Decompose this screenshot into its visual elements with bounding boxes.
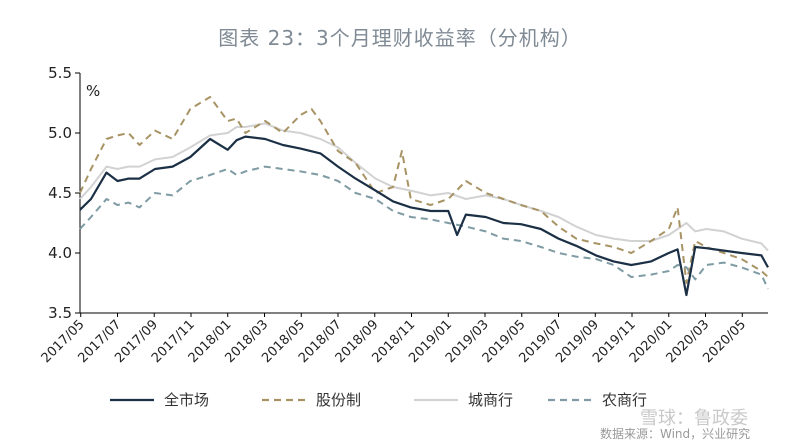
legend-label-1: 股份制 — [316, 391, 361, 409]
legend: 全市场 股份制 城商行 农商行 — [110, 391, 647, 409]
y-tick-label: 3.5 — [48, 304, 72, 322]
y-axis: 3.5 4.0 4.5 5.0 5.5 — [48, 64, 81, 322]
series-line-1 — [79, 96, 769, 284]
legend-label-2: 城商行 — [468, 391, 513, 409]
series-line-2 — [79, 122, 769, 252]
y-tick-label: 4.5 — [48, 184, 72, 202]
y-tick-label: 4.0 — [48, 244, 72, 262]
y-tick-label: 5.0 — [48, 124, 72, 142]
chart-title: 图表 23：3个月理财收益率（分机构） — [218, 26, 582, 50]
y-tick-label: 5.5 — [48, 64, 72, 82]
series-layer — [79, 96, 769, 297]
legend-label-0: 全市场 — [164, 391, 209, 409]
watermark-text: 雪球：鲁政委 — [640, 408, 748, 429]
y-axis-unit: % — [86, 82, 100, 100]
series-line-3 — [79, 165, 769, 290]
series-line-0 — [79, 135, 769, 297]
x-axis: 2017/052017/072017/092017/112018/012018/… — [39, 312, 768, 366]
source-text: 数据来源：Wind，兴业研究 — [600, 426, 750, 441]
legend-label-3: 农商行 — [602, 391, 647, 409]
